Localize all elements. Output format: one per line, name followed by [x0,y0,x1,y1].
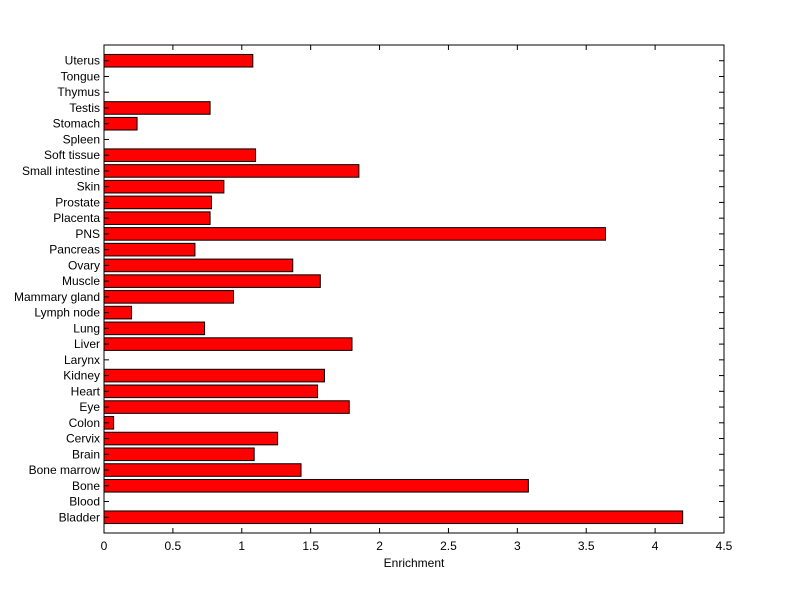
y-tick-label: Larynx [64,353,100,367]
bar-kidney [103,368,325,383]
y-tick-label: Cervix [66,432,100,446]
y-tick-label: PNS [75,227,100,241]
y-tick-label: Muscle [62,274,100,288]
y-tick-label: Eye [79,400,100,414]
bar-ovary [103,258,294,273]
y-tick-label: Prostate [55,195,100,209]
x-tick-label: 3 [514,539,521,553]
x-tick-label: 1 [238,539,245,553]
y-tick-label: Liver [74,337,100,351]
bar-bone-marrow [103,463,302,477]
bar-bladder [103,510,684,525]
x-tick-label: 4 [652,539,659,553]
x-tick-label: 4.5 [716,539,733,553]
x-tick-label: 2.5 [440,539,457,553]
x-axis-label: Enrichment [384,556,445,570]
x-tick-label: 1.5 [302,539,319,553]
y-tick-label: Brain [72,447,100,461]
y-tick-label: Kidney [63,369,100,383]
y-tick-label: Tongue [61,69,101,83]
bar-uterus [103,53,254,68]
bar-eye [103,400,350,414]
bar-small-intestine [103,164,360,178]
y-tick-label: Lymph node [34,306,100,320]
bar-prostate [103,195,212,210]
y-tick-label: Soft tissue [44,148,100,162]
bar-bone [103,478,529,493]
x-tick-label: 2 [376,539,383,553]
x-tick-label: 0.5 [165,539,182,553]
bar-testis [103,101,211,115]
y-tick-label: Stomach [53,117,100,131]
bars [103,53,684,525]
y-tick-label: Bone marrow [29,463,101,477]
y-tick-label: Testis [69,101,100,115]
bar-heart [103,384,319,399]
y-tick-label: Skin [77,180,100,194]
y-tick-label: Pancreas [49,243,100,257]
bar-mammary-gland [103,290,235,304]
y-tick-label: Mammary gland [14,290,100,304]
y-tick-label: Ovary [68,258,100,272]
bar-muscle [103,274,321,288]
bar-lung [103,321,206,336]
bar-pns [103,227,607,241]
bar-skin [103,179,225,194]
y-tick-label: Placenta [53,211,100,225]
y-tick-label: Lung [73,321,100,335]
bar-liver [103,337,353,351]
bar-brain [103,447,255,462]
bar-soft-tissue [103,148,257,162]
y-tick-label: Spleen [63,132,100,146]
x-tick-label: 0 [101,539,108,553]
y-tick-label: Colon [69,416,100,430]
bar-placenta [103,211,211,225]
y-tick-label: Thymus [57,85,100,99]
plot-frame [103,44,725,534]
bar-pancreas [103,242,196,257]
x-ticks: 0 0.5 1 1.5 2 2.5 3 3.5 4 4.5 [101,45,733,553]
y-tick-label: Uterus [65,54,100,68]
bar-cervix [103,431,279,446]
y-tick-label: Heart [71,384,101,398]
y-tick-label: Small intestine [22,164,100,178]
y-tick-label: Blood [69,495,100,509]
y-tick-label: Bone [72,479,100,493]
x-tick-label: 3.5 [578,539,595,553]
y-tick-label: Bladder [59,510,100,524]
